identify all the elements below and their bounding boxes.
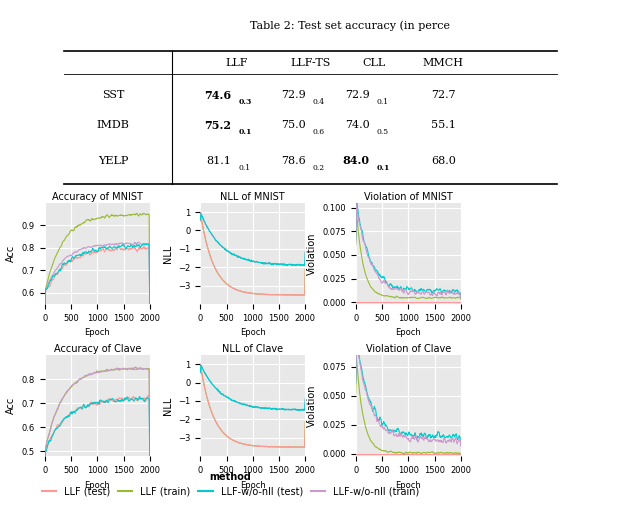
Y-axis label: NLL: NLL	[163, 244, 173, 263]
Y-axis label: Violation: Violation	[307, 232, 317, 275]
Y-axis label: NLL: NLL	[163, 396, 173, 415]
Text: 72.9: 72.9	[345, 90, 369, 100]
Text: CLL: CLL	[363, 58, 386, 68]
Text: 0.1: 0.1	[377, 98, 389, 106]
X-axis label: Epoch: Epoch	[396, 329, 421, 338]
Y-axis label: Violation: Violation	[307, 384, 317, 427]
X-axis label: Epoch: Epoch	[396, 481, 421, 490]
Text: LLF: LLF	[225, 58, 248, 68]
Text: Table 2: Test set accuracy (in perce: Table 2: Test set accuracy (in perce	[250, 20, 450, 31]
Text: IMDB: IMDB	[97, 120, 130, 130]
Title: NLL of MNIST: NLL of MNIST	[221, 192, 285, 202]
Text: 72.7: 72.7	[431, 90, 456, 100]
Text: 0.5: 0.5	[377, 128, 389, 136]
Text: 0.3: 0.3	[239, 98, 252, 106]
Text: MMCH: MMCH	[423, 58, 464, 68]
Title: NLL of Clave: NLL of Clave	[222, 344, 284, 354]
Title: Accuracy of MNIST: Accuracy of MNIST	[52, 192, 143, 202]
Text: 0.4: 0.4	[313, 98, 325, 106]
Title: Violation of MNIST: Violation of MNIST	[364, 192, 452, 202]
X-axis label: Epoch: Epoch	[240, 329, 266, 338]
Text: 72.9: 72.9	[281, 90, 305, 100]
Title: Accuracy of Clave: Accuracy of Clave	[54, 344, 141, 354]
Legend: LLF (test), LLF (train), LLF-w/o-nll (test), LLF-w/o-nll (train): LLF (test), LLF (train), LLF-w/o-nll (te…	[38, 468, 423, 500]
Text: 78.6: 78.6	[281, 156, 305, 166]
Text: 75.0: 75.0	[281, 120, 305, 130]
Title: Violation of Clave: Violation of Clave	[365, 344, 451, 354]
Text: LLF-TS: LLF-TS	[290, 58, 331, 68]
Text: SST: SST	[102, 90, 124, 100]
Text: 74.6: 74.6	[204, 90, 232, 100]
X-axis label: Epoch: Epoch	[84, 481, 110, 490]
Text: 84.0: 84.0	[342, 155, 369, 166]
Text: 68.0: 68.0	[431, 156, 456, 166]
Y-axis label: Acc: Acc	[6, 397, 16, 414]
Text: 0.1: 0.1	[239, 128, 252, 136]
Text: 0.1: 0.1	[377, 164, 390, 172]
Text: 0.6: 0.6	[313, 128, 325, 136]
Text: YELP: YELP	[98, 156, 129, 166]
X-axis label: Epoch: Epoch	[240, 481, 266, 490]
Text: 81.1: 81.1	[207, 156, 232, 166]
Text: 0.1: 0.1	[239, 164, 251, 172]
Text: 75.2: 75.2	[205, 120, 232, 131]
Text: 74.0: 74.0	[345, 120, 369, 130]
Text: 55.1: 55.1	[431, 120, 456, 130]
X-axis label: Epoch: Epoch	[84, 329, 110, 338]
Y-axis label: Acc: Acc	[6, 245, 16, 262]
Text: 0.2: 0.2	[313, 164, 325, 172]
